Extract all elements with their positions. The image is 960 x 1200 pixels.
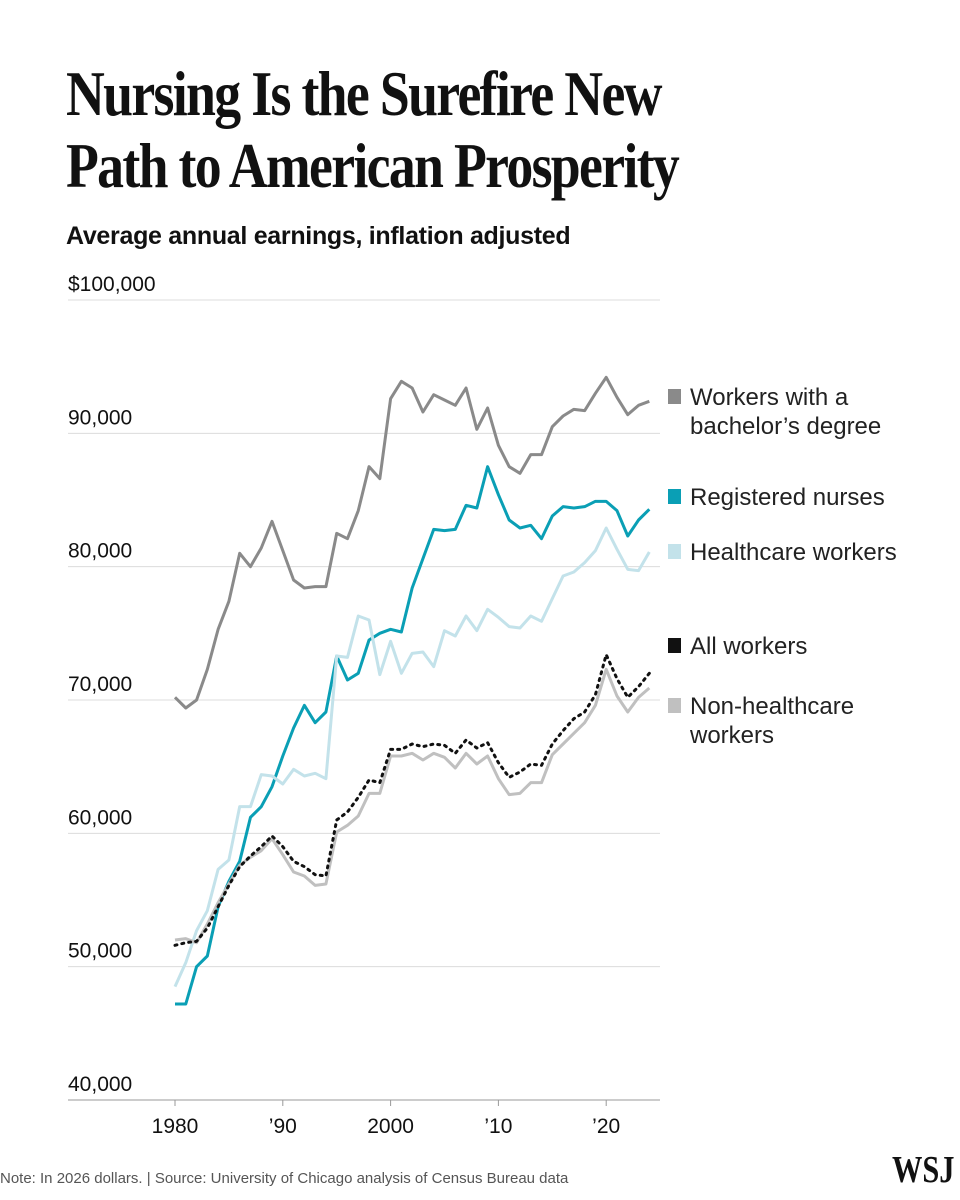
x-tick-label: 1980 [152,1115,199,1138]
series-line [174,667,651,945]
y-tick-label: 70,000 [68,673,132,696]
wsj-logo: WSJ [892,1149,955,1191]
title-line-2: Path to American Prosperity [66,130,680,201]
legend-label: Registered nurses [690,484,885,511]
chart-subtitle: Average annual earnings, inflation adjus… [66,222,571,250]
series-line [175,465,651,1006]
legend-swatch [668,638,681,653]
y-tick-label: 40,000 [68,1073,132,1096]
x-tick-label: ’20 [592,1115,620,1138]
legend-label: workers [689,722,774,749]
chart-title: Nursing Is the Surefire New Path to Amer… [66,58,680,202]
source-note: Note: In 2026 dollars. | Source: Univers… [0,1170,569,1187]
title-line-1: Nursing Is the Surefire New [66,58,662,129]
legend-label: bachelor’s degree [690,413,881,440]
series-line [173,375,650,710]
x-tick-label: ’10 [484,1115,512,1138]
y-tick-label: 50,000 [68,940,132,963]
legend-swatch [668,698,681,713]
x-tick-label: ’90 [269,1115,297,1138]
legend-label: Healthcare workers [690,539,897,566]
legend-label: All workers [690,633,807,660]
y-tick-label: 90,000 [68,406,132,429]
legend-swatch [668,489,681,504]
series-line [173,526,651,988]
y-tick-label: $100,000 [68,273,156,296]
legend-label: Non-healthcare [690,693,854,720]
legend-swatch [668,544,681,559]
y-tick-label: 60,000 [68,806,132,829]
series-line [173,653,651,947]
y-tick-label: 80,000 [68,540,132,563]
x-tick-label: 2000 [367,1115,414,1138]
legend-label: Workers with a [690,384,849,411]
legend-swatch [668,389,681,404]
